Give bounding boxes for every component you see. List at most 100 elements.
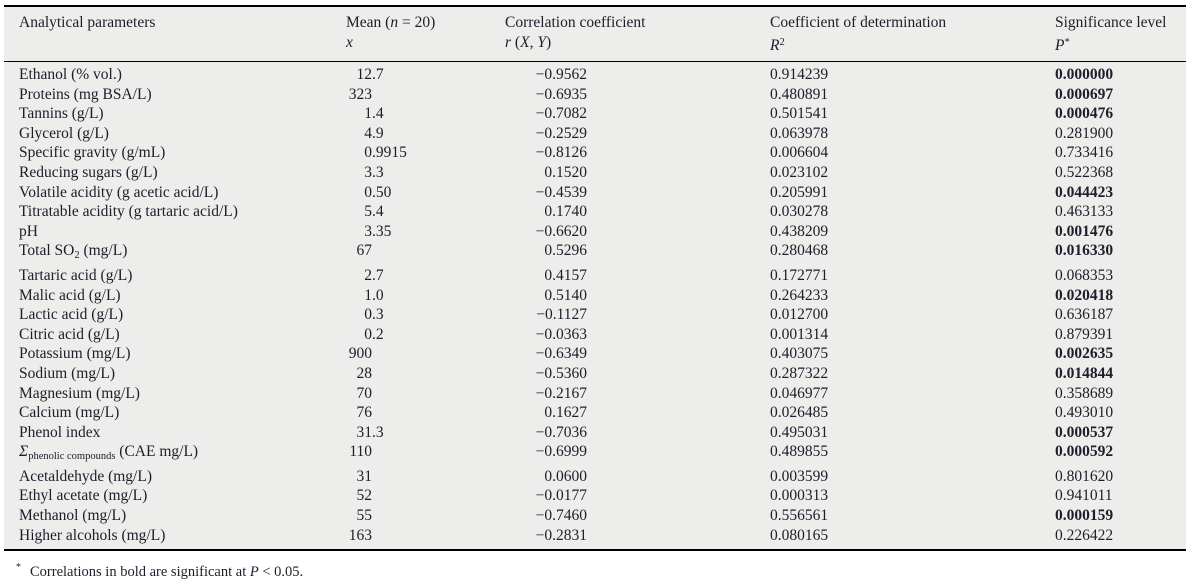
parameter-cell: Specific gravity (g/mL): [19, 144, 166, 162]
table-row: Reducing sugars (g/L) 3.3 0.1520 0.023102 0.…: [4, 163, 1186, 183]
table-row: Ethyl acetate (mg/L) 52 −0.0177 0.000313 0.9…: [4, 486, 1186, 506]
mean-cell: 323: [348, 85, 372, 103]
significance-cell: 0.068353: [1055, 266, 1114, 284]
correlation-cell: −0.0363: [535, 325, 587, 343]
determination-cell: 0.914239: [770, 66, 829, 83]
column-header-mean: Mean (n = 20) x: [340, 7, 505, 62]
parameter-cell: Sodium (mg/L): [19, 364, 116, 382]
determination-cell: 0.438209: [770, 222, 829, 240]
correlation-cell: −0.5360: [535, 364, 587, 382]
parameter-cell: Higher alcohols (mg/L): [19, 526, 166, 544]
column-header-p: Significance level P*: [1055, 7, 1186, 62]
significance-cell: 0.000592: [1055, 443, 1114, 461]
correlation-cell: −0.0177: [535, 487, 587, 505]
significance-cell: 0.016330: [1055, 242, 1114, 260]
correlation-cell: 0.1740: [544, 203, 587, 221]
table-row: Potassium (mg/L) 900 −0.6349 0.403075 0.0026…: [4, 344, 1186, 364]
parameter-cell: Volatile acidity (g acetic acid/L): [19, 183, 219, 201]
significance-cell: 0.941011: [1055, 487, 1113, 505]
parameter-cell: Methanol (mg/L): [19, 507, 127, 525]
determination-cell: 0.063978: [770, 124, 829, 142]
determination-cell: 0.489855: [770, 443, 829, 461]
table-row: Proteins (mg BSA/L) 323 −0.6935 0.480891 0.0…: [4, 85, 1186, 105]
table-header: Analytical parameters Mean (n = 20) x Corre…: [4, 7, 1186, 62]
significance-cell: 0.000476: [1055, 105, 1114, 123]
parameter-cell: Tannins (g/L): [19, 105, 104, 123]
significance-cell: 0.014844: [1055, 364, 1114, 382]
parameter-cell: Phenol index: [19, 423, 101, 441]
determination-cell: 0.205991: [770, 183, 829, 201]
correlation-cell: −0.6349: [535, 345, 587, 363]
correlation-cell: −0.2167: [535, 384, 587, 402]
significance-cell: 0.463133: [1055, 203, 1114, 221]
significance-cell: 0.020418: [1055, 286, 1114, 304]
determination-cell: 0.501541: [770, 105, 829, 123]
mean-cell: 31.3: [356, 423, 384, 441]
mean-cell: 31: [356, 467, 373, 485]
mean-cell: 28: [356, 364, 373, 382]
table-row: Methanol (mg/L) 55 −0.7460 0.556561 0.000159: [4, 506, 1186, 526]
correlation-cell: 0.1627: [544, 404, 587, 422]
table-row: Magnesium (mg/L) 70 −0.2167 0.046977 0.35868…: [4, 384, 1186, 404]
footnote-asterisk: *: [16, 562, 21, 574]
footnote-text: Correlations in bold are significant at …: [30, 564, 304, 581]
significance-cell: 0.000159: [1055, 507, 1114, 525]
correlation-cell: 0.5140: [544, 286, 587, 304]
significance-cell: 0.358689: [1055, 384, 1114, 402]
table-row: Tartaric acid (g/L) 2.7 0.4157 0.172771 0.06…: [4, 266, 1186, 286]
correlation-cell: −0.9562: [535, 66, 587, 83]
mean-cell: 0.3: [364, 306, 384, 324]
mean-cell: 3.3: [364, 163, 384, 181]
column-header-r: Correlation coefficient r (X, Y): [505, 7, 770, 62]
parameter-cell: Titratable acidity (g tartaric acid/L): [19, 203, 238, 221]
correlation-cell: 0.0600: [544, 467, 587, 485]
parameter-cell: Acetaldehyde (mg/L): [19, 467, 152, 485]
mean-cell: 3.35: [364, 222, 392, 240]
determination-cell: 0.080165: [770, 526, 829, 544]
table-row: Phenol index 31.3 −0.7036 0.495031 0.000537: [4, 423, 1186, 443]
table-row: Citric acid (g/L) 0.2 −0.0363 0.001314 0.879…: [4, 325, 1186, 345]
table-row: Calcium (mg/L) 76 0.1627 0.026485 0.493010: [4, 403, 1186, 423]
mean-cell: 900: [348, 345, 372, 363]
mean-cell: 52: [356, 487, 373, 505]
determination-cell: 0.287322: [770, 364, 829, 382]
column-header-r2: Coefficient of determination R2: [770, 7, 1055, 62]
mean-cell: 12.7: [356, 66, 384, 83]
correlation-cell: 0.5296: [544, 242, 587, 260]
table-row: Ethanol (% vol.) 12.7 −0.9562 0.914239 0.000…: [4, 62, 1186, 85]
analytical-parameters-table: Analytical parameters Mean (n = 20) x Corre…: [4, 5, 1186, 552]
significance-cell: 0.522368: [1055, 163, 1114, 181]
correlation-cell: −0.7082: [535, 105, 587, 123]
parameter-cell: Glycerol (g/L): [19, 124, 109, 142]
determination-cell: 0.023102: [770, 163, 829, 181]
table-body: Ethanol (% vol.) 12.7 −0.9562 0.914239 0.000…: [4, 62, 1186, 550]
parameter-cell: Total SO2 (mg/L): [19, 242, 128, 262]
significance-cell: 0.281900: [1055, 124, 1114, 142]
significance-cell: 0.801620: [1055, 467, 1114, 485]
correlation-cell: −0.1127: [536, 306, 587, 324]
determination-cell: 0.026485: [770, 404, 829, 422]
determination-cell: 0.403075: [770, 345, 829, 363]
determination-cell: 0.172771: [770, 266, 829, 284]
mean-cell: 70: [356, 384, 373, 402]
significance-cell: 0.001476: [1055, 222, 1114, 240]
significance-cell: 0.733416: [1055, 144, 1114, 162]
correlation-cell: −0.2529: [535, 124, 587, 142]
determination-cell: 0.001314: [770, 325, 829, 343]
significance-cell: 0.002635: [1055, 345, 1114, 363]
mean-cell: 55: [356, 507, 373, 525]
determination-cell: 0.556561: [770, 507, 829, 525]
table-row: pH 3.35 −0.6620 0.438209 0.001476: [4, 222, 1186, 242]
significance-cell: 0.000697: [1055, 85, 1114, 103]
determination-cell: 0.006604: [770, 144, 829, 162]
mean-cell: 2.7: [364, 266, 384, 284]
correlation-cell: −0.7036: [535, 423, 587, 441]
parameter-cell: Calcium (mg/L): [19, 404, 120, 422]
mean-cell: 0.50: [364, 183, 392, 201]
parameter-cell: Tartaric acid (g/L): [19, 266, 133, 284]
correlation-cell: −0.8126: [535, 144, 587, 162]
parameter-cell: Σphenolic compounds (CAE mg/L): [19, 443, 199, 463]
table-row: Lactic acid (g/L) 0.3 −0.1127 0.012700 0.636…: [4, 305, 1186, 325]
parameter-cell: Reducing sugars (g/L): [19, 163, 158, 181]
determination-cell: 0.030278: [770, 203, 829, 221]
